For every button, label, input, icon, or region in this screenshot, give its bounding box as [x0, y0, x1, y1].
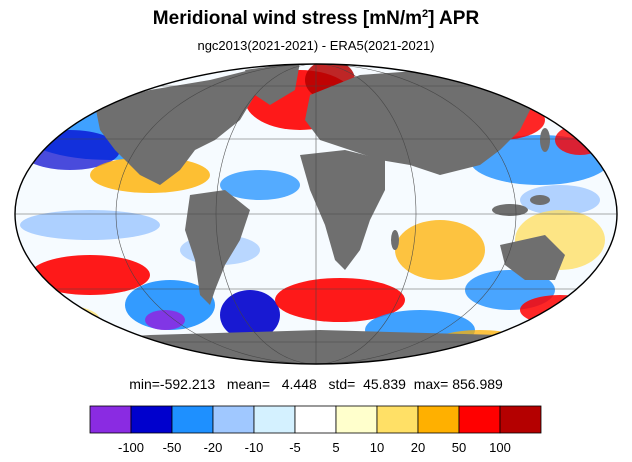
stat-mean: mean= 4.448	[226, 376, 317, 392]
colorbar-swatch	[294, 405, 337, 434]
stat-max: max= 856.989	[413, 376, 503, 392]
map-outline	[14, 63, 618, 365]
colorbar-tick-label: 10	[370, 440, 384, 455]
colorbar-boxes	[89, 405, 542, 434]
map-subtitle: ngc2013(2021-2021) - ERA5(2021-2021)	[197, 38, 435, 53]
stat-min: min=-592.213	[129, 376, 216, 392]
colorbar-tick-label: -100	[118, 440, 144, 455]
landmass-north-america	[95, 70, 255, 185]
statistics-line: min=-592.213 mean= 4.448 std= 45.839 max…	[0, 376, 632, 392]
colorbar-tick-label: 5	[332, 440, 339, 455]
colorbar-tick-label: -5	[289, 440, 301, 455]
colorbar-swatch	[417, 405, 460, 434]
colorbar-swatch	[212, 405, 255, 434]
colorbar-tick-label: 20	[411, 440, 425, 455]
landmass-indonesia	[492, 204, 528, 216]
landmass-greenland	[245, 64, 300, 105]
landmass-australia	[500, 235, 565, 280]
colorbar-tick-label: 50	[452, 440, 466, 455]
landmass-eurasia	[305, 70, 535, 175]
colorbar-swatch	[499, 405, 542, 434]
stat-std: std= 45.839	[328, 376, 406, 392]
landmass-south-america	[185, 190, 250, 305]
colorbar-swatch	[253, 405, 296, 434]
colorbar-swatch	[171, 405, 214, 434]
colorbar-tick-label: -20	[204, 440, 223, 455]
colorbar-swatch	[458, 405, 501, 434]
landmass-japan	[540, 128, 550, 152]
colorbar-swatch	[376, 405, 419, 434]
colorbar-swatch	[335, 405, 378, 434]
landmass-africa	[300, 150, 385, 270]
landmass-madagascar	[391, 230, 399, 250]
graticule	[15, 64, 617, 364]
colorbar-tick-label: -50	[163, 440, 182, 455]
map-title: Meridional wind stress [mN/m2] APR	[152, 8, 480, 29]
colorbar-swatch	[130, 405, 173, 434]
colorbar-labels: -100 -50 -20 -10 -5 5 10 20 50 100	[118, 440, 511, 455]
colorbar-tick-label: 100	[489, 440, 511, 455]
colorbar-tick-label: -10	[245, 440, 264, 455]
colorbar-swatch	[89, 405, 132, 434]
